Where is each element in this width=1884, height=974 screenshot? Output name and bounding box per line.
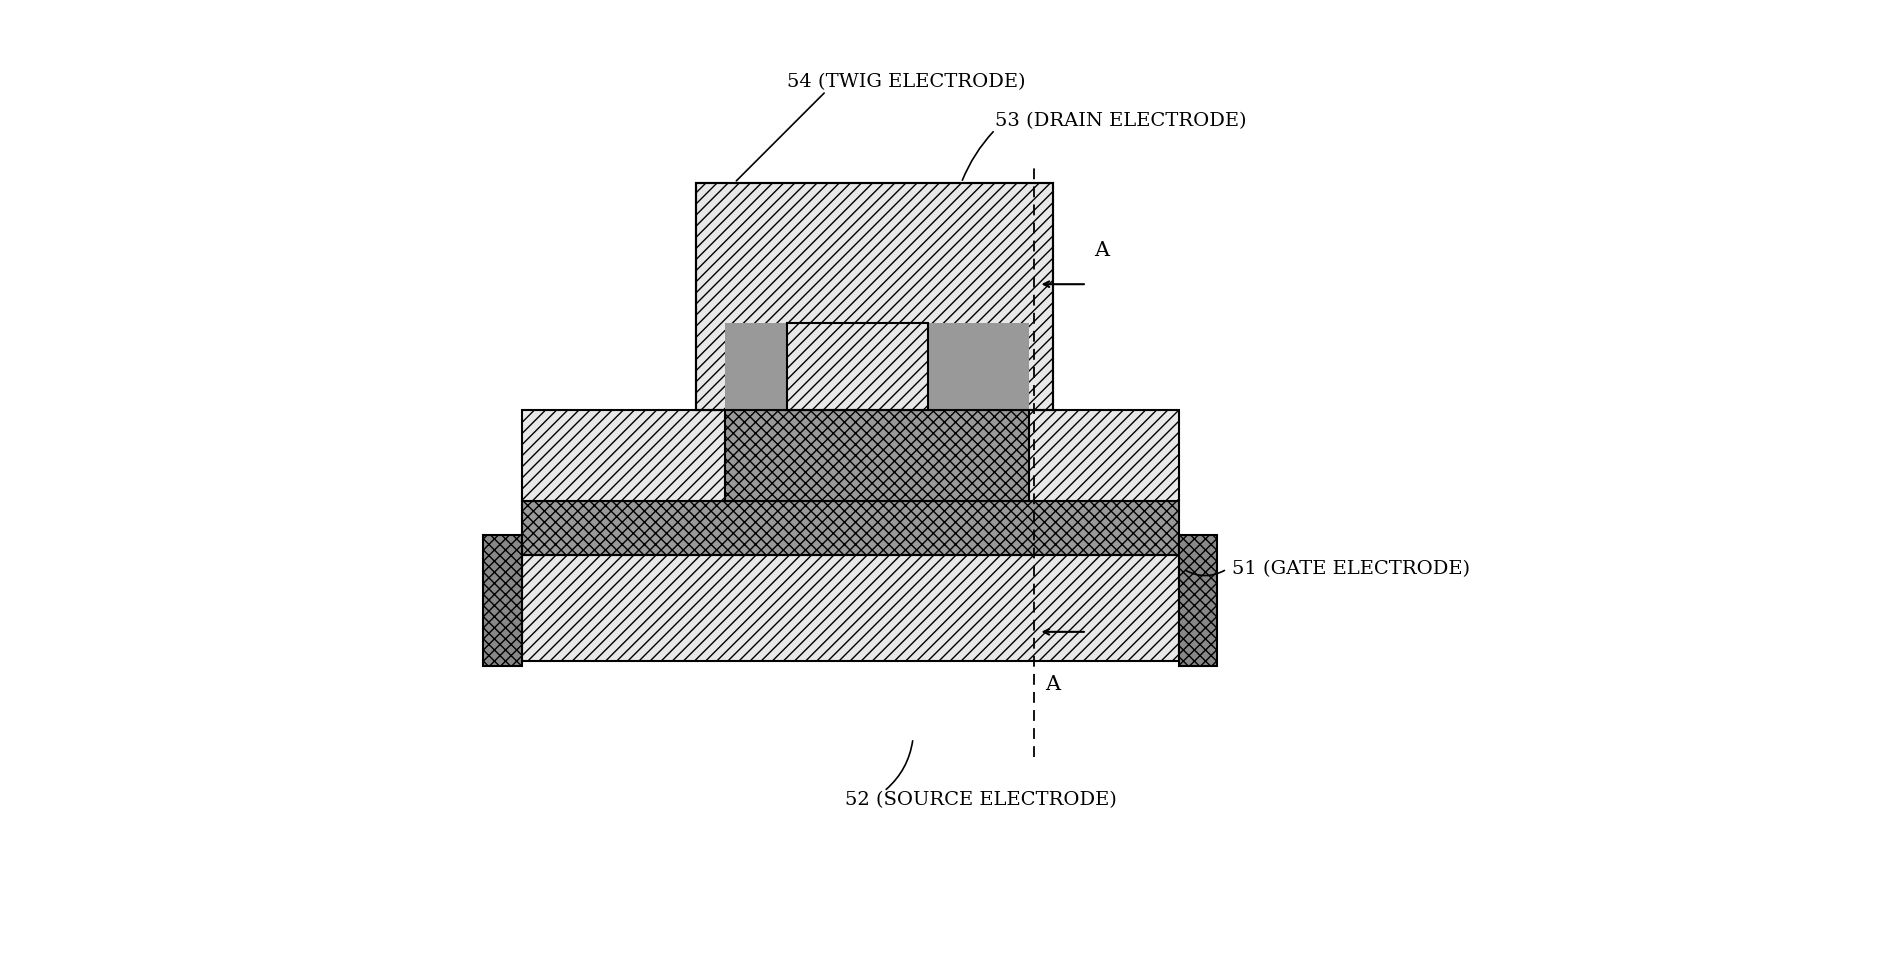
Bar xyxy=(695,183,1053,410)
Bar xyxy=(522,410,1179,502)
Bar xyxy=(522,502,1179,554)
Bar xyxy=(788,322,927,410)
Text: A: A xyxy=(1095,242,1110,260)
Text: 54 (TWIG ELECTRODE): 54 (TWIG ELECTRODE) xyxy=(788,73,1027,92)
Text: 53 (DRAIN ELECTRODE): 53 (DRAIN ELECTRODE) xyxy=(995,112,1247,130)
Text: 52 (SOURCE ELECTRODE): 52 (SOURCE ELECTRODE) xyxy=(846,791,1117,809)
Bar xyxy=(927,322,1029,410)
Bar xyxy=(1179,536,1217,665)
Text: 51 (GATE ELECTRODE): 51 (GATE ELECTRODE) xyxy=(1232,560,1470,579)
Bar xyxy=(725,322,1029,502)
Bar xyxy=(695,183,1053,410)
Bar xyxy=(484,536,522,665)
Bar xyxy=(725,322,788,410)
Text: A: A xyxy=(1046,675,1061,694)
Bar xyxy=(522,554,1179,660)
